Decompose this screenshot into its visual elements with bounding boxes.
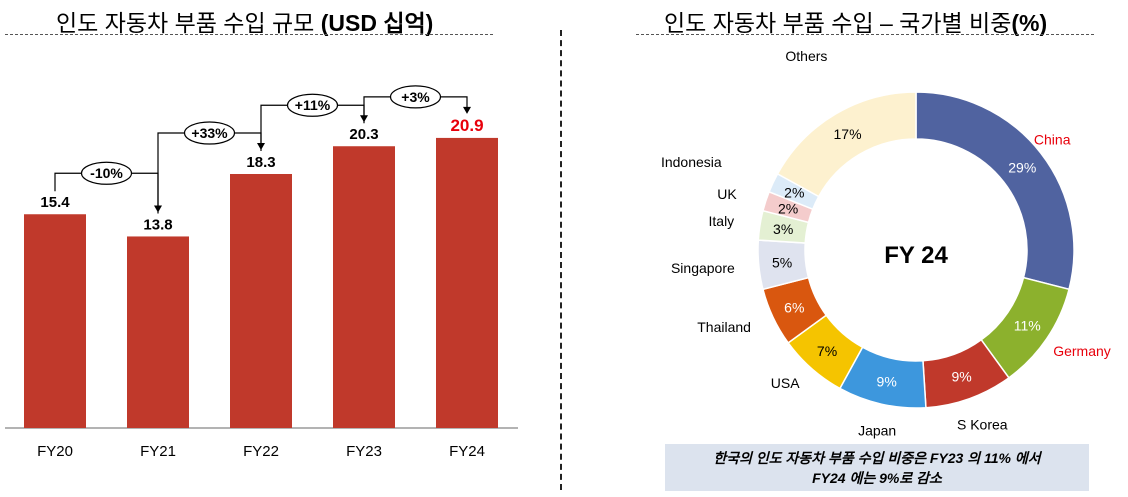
growth-bubble <box>80 161 133 185</box>
donut-percent-label: 6% <box>784 299 804 315</box>
bar-category-label: FY20 <box>37 443 73 460</box>
panel-divider <box>560 30 562 490</box>
donut-category-label: Italy <box>709 213 735 229</box>
bar-value-label: 20.3 <box>349 126 378 143</box>
donut-percent-label: 17% <box>834 126 862 142</box>
growth-bubble <box>286 93 339 117</box>
donut-chart: 29% China 11% Germany 9% S Korea 9% Japan 7% USA 6… <box>661 48 1111 439</box>
donut-category-label: Japan <box>858 423 896 439</box>
donut-percent-label: 29% <box>1008 160 1036 176</box>
bar-value-label: 18.3 <box>246 154 275 171</box>
growth-label: +11% <box>295 97 331 113</box>
growth-label: +33% <box>191 125 228 141</box>
donut-category-label: Thailand <box>697 319 751 335</box>
bar-fy22 <box>230 173 292 428</box>
left-title-divider <box>5 34 493 35</box>
bar-fy23 <box>333 146 395 428</box>
growth-bubble <box>389 85 442 109</box>
bar-fy24 <box>436 137 498 428</box>
summary-note-line-2: FY24 에는 9%로 감소 <box>812 470 942 486</box>
bar-value-label: 20.9 <box>450 116 483 135</box>
growth-arrow-head <box>463 106 471 114</box>
donut-category-label: Singapore <box>671 260 735 276</box>
donut-slice-others <box>776 91 917 198</box>
donut-percent-label: 3% <box>773 221 793 237</box>
donut-category-label: Indonesia <box>661 154 722 170</box>
donut-percent-label: 9% <box>877 373 897 389</box>
donut-center-label: FY 24 <box>884 242 948 269</box>
donut-percent-label: 5% <box>772 255 792 271</box>
summary-note-line-1: 한국의 인도 자동차 부품 수입 비중은 FY23 의 11% 에서 <box>713 450 1041 466</box>
bar-value-label: 15.4 <box>40 194 70 211</box>
donut-category-label: UK <box>717 186 737 202</box>
donut-percent-label: 11% <box>1014 318 1041 334</box>
growth-label: +3% <box>401 89 430 105</box>
growth-label: -10% <box>90 165 123 181</box>
bar-fy21 <box>127 236 189 428</box>
donut-percent-label: 2% <box>778 200 798 216</box>
donut-percent-label: 2% <box>784 185 804 201</box>
bar-category-label: FY24 <box>449 443 485 460</box>
donut-category-label: Others <box>785 48 827 64</box>
bar-value-label: 13.8 <box>143 216 172 233</box>
growth-bubble <box>183 121 236 145</box>
bar-category-label: FY22 <box>243 443 279 460</box>
donut-category-label: Germany <box>1053 343 1111 359</box>
bar-fy20 <box>24 214 86 428</box>
pie-chart-title: 인도 자동차 부품 수입 – 국가별 비중(%) <box>664 10 1048 36</box>
bar-chart-title: 인도 자동차 부품 수입 규모 (USD 십억) <box>56 10 434 36</box>
summary-note: 한국의 인도 자동차 부품 수입 비중은 FY23 의 11% 에서 FY24 … <box>665 444 1089 491</box>
donut-percent-label: 7% <box>817 343 837 359</box>
bar-chart: 15.4 FY20 13.8 FY21 18.3 FY22 20.3 FY23 20.9 FY24… <box>5 85 518 460</box>
bar-category-label: FY21 <box>140 443 176 460</box>
right-title-divider <box>636 34 1094 35</box>
donut-category-label: S Korea <box>957 416 1008 432</box>
donut-percent-label: 9% <box>951 369 971 385</box>
donut-category-label: USA <box>771 375 800 391</box>
bar-category-label: FY23 <box>346 443 382 460</box>
donut-category-label: China <box>1034 132 1071 148</box>
